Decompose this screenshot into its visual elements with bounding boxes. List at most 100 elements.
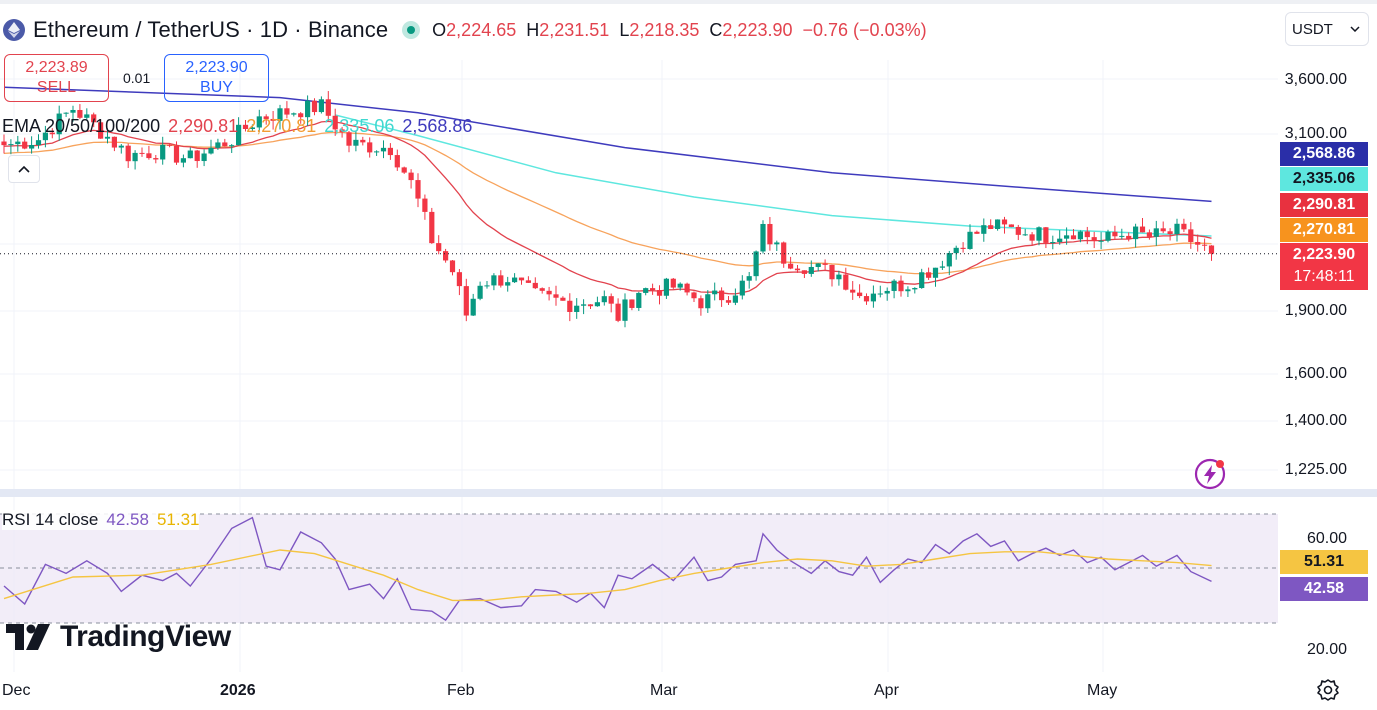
candle-body [325, 99, 331, 116]
candle-body [815, 263, 821, 267]
currency-unit-select[interactable]: USDT [1285, 12, 1369, 46]
rsi-ma-value: 51.31 [156, 510, 200, 529]
candle-body [553, 294, 559, 298]
candle-body [546, 290, 552, 295]
candle-body [629, 299, 635, 308]
candle-body [615, 303, 621, 321]
candle-body [746, 276, 752, 281]
collapse-legend-button[interactable] [8, 155, 40, 183]
candle-body [518, 277, 525, 281]
candle-body [850, 289, 856, 293]
top-bar [0, 0, 1377, 4]
candle-body [801, 270, 807, 274]
x-tick-label: 2026 [220, 682, 256, 699]
candle-body [146, 153, 152, 159]
candle-body [284, 108, 290, 115]
close-value: 2,223.90 [722, 19, 793, 40]
x-tick-label: Feb [447, 682, 475, 699]
candle-body [581, 304, 587, 306]
candle-body [788, 263, 794, 269]
candle-body [760, 223, 766, 252]
candle-body [712, 290, 718, 295]
pane-separator [0, 489, 1377, 497]
candle-body [394, 155, 400, 168]
spread-value: 0.01 [123, 70, 151, 86]
change-value: −0.76 (−0.03%) [802, 19, 927, 40]
candle-body [173, 145, 180, 163]
candle-body [505, 282, 511, 286]
candle-body [1153, 228, 1159, 237]
candle-body [1105, 231, 1111, 241]
sell-button[interactable]: 2,223.89 SELL [4, 54, 109, 102]
y-tick-label: 1,400.00 [1284, 412, 1347, 429]
candle-body [470, 298, 476, 316]
candle-body [387, 147, 393, 156]
lightning-icon[interactable] [1193, 457, 1227, 491]
ema-legend[interactable]: EMA 20/50/100/200 2,290.81 2,270.81 2,33… [2, 116, 472, 137]
rsi-ma-price-label: 51.31 [1280, 550, 1368, 574]
tradingview-logo-icon [6, 624, 50, 650]
candle-body [863, 296, 870, 302]
candle-body [532, 282, 538, 289]
candle-body [995, 219, 1001, 230]
candle-body [539, 288, 545, 291]
candle-body [1008, 224, 1014, 227]
candle-body [132, 152, 138, 162]
candle-body [1050, 242, 1056, 244]
candle-body [1043, 227, 1049, 243]
candle-body [346, 132, 352, 146]
candle-body [670, 278, 676, 288]
candle-body [367, 142, 373, 153]
candle-body [981, 225, 987, 234]
candle-body [1036, 227, 1042, 241]
y-tick-label: 1,225.00 [1284, 461, 1347, 478]
candle-body [401, 167, 407, 173]
candle-body [1022, 234, 1028, 236]
candle-body [932, 267, 939, 278]
candle-body [456, 272, 462, 287]
candle-body [1174, 223, 1180, 235]
candle-body [877, 293, 883, 295]
candle-body [498, 275, 504, 286]
candle-body [415, 180, 421, 199]
candle-body [187, 150, 193, 159]
candle-body [374, 151, 380, 153]
currency-unit-label: USDT [1292, 20, 1333, 38]
candle-body [63, 112, 69, 114]
buy-button[interactable]: 2,223.90 BUY [164, 54, 269, 102]
candle-body [201, 153, 207, 162]
candle-body [512, 277, 518, 283]
ema-legend-name: EMA 20/50/100/200 [2, 116, 161, 136]
candle-body [919, 272, 925, 289]
ema20-value: 2,290.81 [168, 116, 239, 136]
rsi-legend[interactable]: RSI 14 close 42.58 51.31 [2, 510, 200, 530]
candle-body [774, 242, 780, 245]
candle-body [339, 129, 345, 133]
candle-body [463, 286, 469, 316]
candle-body [194, 150, 200, 162]
candle-body [691, 292, 697, 299]
bar-countdown: 17:48:11 [1293, 268, 1355, 285]
candle-body [705, 294, 711, 309]
candle-body [111, 136, 117, 148]
settings-icon[interactable] [1316, 678, 1340, 702]
rsi-ma-line [3, 549, 1212, 602]
tradingview-logo[interactable]: TradingView [6, 620, 231, 654]
candle-body [967, 231, 973, 249]
candle-body [974, 231, 980, 234]
rsi-tick-label: 60.00 [1306, 530, 1347, 547]
market-status-icon[interactable] [402, 21, 421, 39]
y-tick-label: 1,600.00 [1284, 365, 1347, 382]
y-tick-label: 3,600.00 [1284, 71, 1347, 88]
candle-body [1202, 244, 1208, 246]
candle-body [739, 280, 745, 296]
chart-title[interactable]: Ethereum / TetherUS · 1D · Binance [33, 17, 389, 42]
candle-body [436, 243, 442, 252]
candle-body [22, 141, 28, 149]
ema20-price-label: 2,290.81 [1280, 193, 1368, 217]
high-value: 2,231.51 [539, 19, 610, 40]
candle-body [870, 293, 876, 302]
candle-body [15, 141, 21, 145]
high-key: H [526, 19, 540, 40]
